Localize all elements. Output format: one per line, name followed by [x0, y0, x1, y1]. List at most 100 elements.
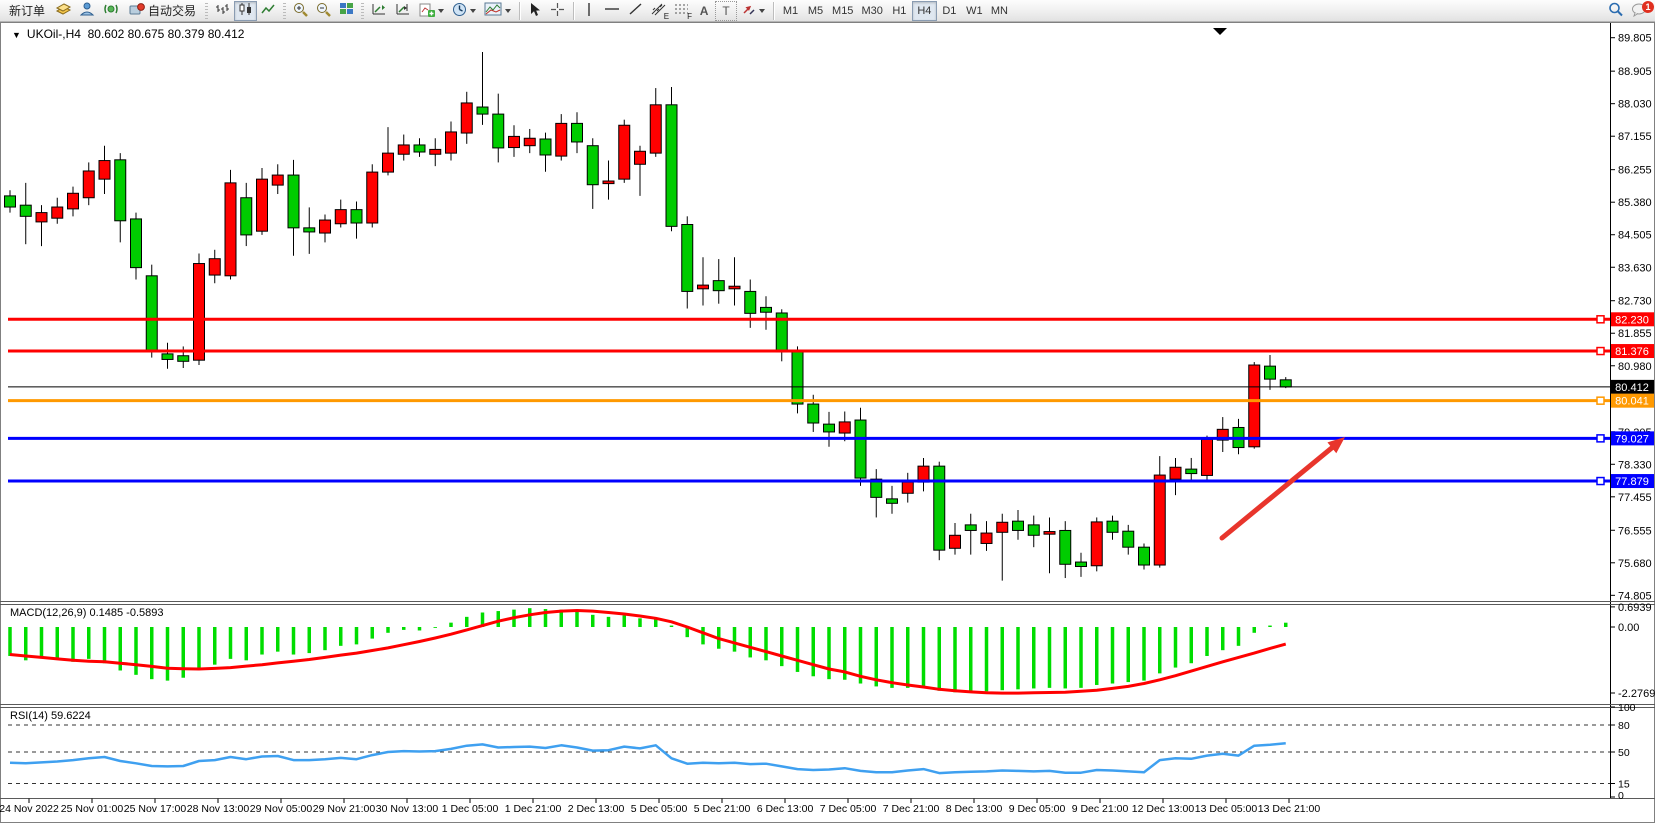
toolbar-grip: [283, 2, 287, 19]
chart-canvas[interactable]: 89.805 88.905 88.030 87.155 86.255 85.380 84.5…: [0, 22, 1655, 823]
svg-text:82.230: 82.230: [1615, 314, 1649, 326]
cursor-button[interactable]: [524, 1, 546, 21]
hline-80.041[interactable]: [8, 396, 1610, 405]
notifications-button[interactable]: 1: [1627, 0, 1654, 21]
timeframe-mn[interactable]: MN: [987, 1, 1012, 21]
new-chart-icon: [419, 2, 436, 20]
hline-77.879[interactable]: [8, 476, 1610, 486]
text-label-button[interactable]: T: [715, 0, 738, 21]
hline-81.376[interactable]: [8, 346, 1610, 356]
svg-text:8 Dec 13:00: 8 Dec 13:00: [946, 803, 1003, 815]
horizontal-line-button[interactable]: [600, 1, 624, 21]
templates-button[interactable]: [480, 1, 515, 21]
equidistant-channel-button[interactable]: E: [647, 1, 670, 21]
line-chart-button[interactable]: [257, 1, 280, 21]
crosshair-button[interactable]: [546, 1, 569, 21]
bar-chart-button[interactable]: [211, 1, 234, 21]
chevron-down-icon: [505, 8, 512, 13]
cursor-icon: [529, 2, 541, 20]
svg-text:74.805: 74.805: [1618, 590, 1652, 602]
svg-text:80: 80: [1618, 720, 1630, 732]
auto-scroll-button[interactable]: [367, 1, 391, 21]
period-button[interactable]: [448, 1, 480, 21]
channel-sub-label: E: [663, 11, 670, 21]
svg-text:77.879: 77.879: [1615, 476, 1649, 488]
svg-text:81.855: 81.855: [1618, 328, 1652, 340]
rsi-line: [9, 742, 1286, 775]
new-order-button[interactable]: 新订单: [3, 1, 51, 21]
time-axis: 24 Nov 2022 25 Nov 01:00 25 Nov 17:00 28 No…: [0, 798, 1321, 815]
toolbar-separator: [773, 1, 775, 20]
svg-text:50: 50: [1618, 747, 1630, 759]
svg-text:78.330: 78.330: [1618, 459, 1652, 471]
chart-shift-icon: [395, 2, 411, 19]
svg-text:80.412: 80.412: [1615, 382, 1649, 394]
hline-82.230[interactable]: [8, 315, 1610, 324]
new-chart-button[interactable]: [415, 1, 448, 21]
signals-button[interactable]: [99, 1, 123, 21]
profile-button[interactable]: [76, 1, 99, 21]
price-badges: 82.230 81.376 80.412 80.041 79.027 77.879: [1611, 312, 1654, 489]
search-button[interactable]: [1604, 1, 1627, 21]
timeframe-m5[interactable]: M5: [803, 1, 828, 21]
candlestick-chart-button[interactable]: [234, 0, 258, 21]
candlestick-series: [4, 52, 1292, 581]
timeframe-w1[interactable]: W1: [962, 1, 987, 21]
macd-axis: 0.6939 0.00 -2.2769: [1610, 602, 1655, 700]
svg-text:1 Dec 05:00: 1 Dec 05:00: [442, 803, 499, 815]
chart-shift-marker[interactable]: [1213, 28, 1227, 35]
zoom-in-button[interactable]: [289, 1, 312, 21]
trendline-button[interactable]: [624, 1, 647, 21]
timeframe-h4[interactable]: H4: [911, 0, 937, 21]
svg-text:15: 15: [1618, 779, 1630, 791]
svg-text:28 Nov 13:00: 28 Nov 13:00: [187, 803, 250, 815]
svg-text:87.155: 87.155: [1618, 131, 1652, 143]
toolbar-grip: [361, 2, 365, 19]
toolbar: 新订单 自动交易: [0, 0, 1655, 22]
svg-text:30 Nov 13:00: 30 Nov 13:00: [376, 803, 439, 815]
timeframe-m15[interactable]: M15: [828, 1, 857, 21]
macd-histogram: [8, 608, 1288, 693]
timeframe-m1[interactable]: M1: [778, 1, 803, 21]
chevron-down-icon: [759, 8, 766, 13]
chart-shift-button[interactable]: [391, 1, 415, 21]
arrows-tool-button[interactable]: [737, 1, 769, 21]
svg-text:9 Dec 05:00: 9 Dec 05:00: [1009, 803, 1066, 815]
svg-text:79.027: 79.027: [1615, 433, 1649, 445]
crosshair-icon: [550, 2, 565, 20]
fibonacci-button[interactable]: F: [670, 1, 693, 21]
svg-text:7 Dec 05:00: 7 Dec 05:00: [820, 803, 877, 815]
svg-text:9 Dec 21:00: 9 Dec 21:00: [1072, 803, 1129, 815]
clock-icon: [452, 2, 467, 20]
vertical-line-button[interactable]: [578, 1, 600, 21]
svg-text:100: 100: [1618, 702, 1636, 714]
svg-text:80.041: 80.041: [1615, 396, 1649, 408]
rsi-level-lines: [8, 724, 1610, 784]
svg-text:25 Nov 17:00: 25 Nov 17:00: [124, 803, 187, 815]
tile-windows-icon: [339, 2, 354, 19]
auto-trading-button[interactable]: 自动交易: [123, 1, 202, 21]
rsi-axis: 100 80 50 150: [1610, 702, 1636, 802]
svg-text:6 Dec 13:00: 6 Dec 13:00: [757, 803, 814, 815]
broadcast-icon: [103, 2, 119, 19]
template-chart-icon: [484, 2, 502, 19]
timeframe-m30[interactable]: M30: [857, 1, 886, 21]
svg-text:12 Dec 13:00: 12 Dec 13:00: [1132, 803, 1195, 815]
svg-text:84.505: 84.505: [1618, 230, 1652, 242]
toolbar-separator: [573, 1, 575, 20]
svg-text:0: 0: [1618, 790, 1624, 802]
svg-text:88.030: 88.030: [1618, 99, 1652, 111]
timeframe-d1[interactable]: D1: [937, 1, 962, 21]
svg-text:5 Dec 05:00: 5 Dec 05:00: [631, 803, 688, 815]
text-button[interactable]: A: [693, 1, 715, 21]
market-watch-button[interactable]: [51, 1, 76, 21]
tile-windows-button[interactable]: [335, 1, 358, 21]
trend-arrow[interactable]: [1219, 437, 1345, 541]
channel-icon: [651, 2, 666, 19]
svg-text:83.630: 83.630: [1618, 262, 1652, 274]
svg-text:13 Dec 21:00: 13 Dec 21:00: [1258, 803, 1321, 815]
zoom-out-button[interactable]: [312, 1, 335, 21]
svg-text:29 Nov 21:00: 29 Nov 21:00: [313, 803, 376, 815]
timeframe-h1[interactable]: H1: [887, 1, 912, 21]
